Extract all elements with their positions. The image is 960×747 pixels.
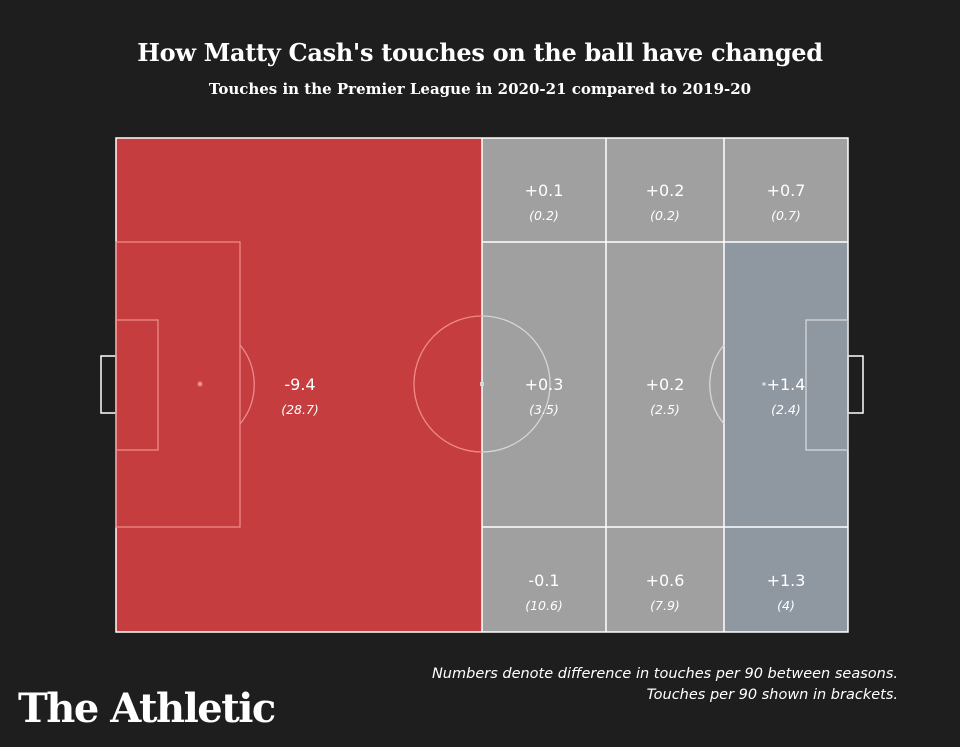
zone-touches-label: (10.6) [525, 598, 563, 613]
zone-touches-label: (3.5) [529, 402, 559, 417]
zone-bottom-middle [606, 527, 724, 632]
center-circle-left [413, 315, 483, 453]
zone-difference-label: +0.2 [646, 375, 685, 394]
right-half-markings [480, 315, 849, 453]
zone-touches-label: (28.7) [281, 402, 319, 417]
zone-difference-label: +1.4 [767, 375, 806, 394]
zone-own-half [116, 138, 482, 632]
footnote: Numbers denote difference in touches per… [432, 664, 898, 706]
left-penalty-arc [239, 344, 255, 425]
zone-touches-label: (7.9) [650, 598, 680, 613]
left-six-yard-box [115, 319, 159, 451]
center-spot [480, 382, 484, 386]
right-penalty-arc [709, 344, 725, 425]
zone-difference-label: -9.4 [284, 375, 315, 394]
zone-center-right [724, 242, 848, 527]
zones-layer [116, 138, 848, 632]
center-circle-right [481, 315, 551, 453]
zone-bottom-right [724, 527, 848, 632]
zone-top-left [482, 138, 606, 242]
zone-difference-label: +0.2 [646, 181, 685, 200]
left-goal [100, 355, 117, 414]
zone-bottom-left [482, 527, 606, 632]
zone-touches-label: (0.2) [650, 208, 680, 223]
zone-difference-label: +0.7 [767, 181, 806, 200]
the-athletic-logo: The Athletic [18, 685, 276, 732]
zone-difference-label: +1.3 [767, 571, 806, 590]
left-penalty-spot [197, 381, 203, 387]
left-half-markings [115, 241, 483, 528]
zone-difference-label: +0.6 [646, 571, 685, 590]
footnote-line-2: Touches per 90 shown in brackets. [646, 687, 898, 703]
zone-labels-layer: -9.4 (28.7) +0.1 (0.2) +0.2 (0.2) +0.7 (0.7) +0.… [281, 181, 805, 613]
footnote-line-1: Numbers denote difference in touches per… [431, 666, 898, 682]
chart-title: How Matty Cash's touches on the ball hav… [137, 38, 823, 67]
zone-difference-label: -0.1 [528, 571, 559, 590]
zone-center-middle [606, 242, 724, 527]
zone-touches-label: (0.2) [529, 208, 559, 223]
zone-touches-label: (4) [777, 598, 795, 613]
zone-top-middle [606, 138, 724, 242]
zone-difference-label: +0.3 [525, 375, 564, 394]
zone-difference-label: +0.1 [525, 181, 564, 200]
zone-touches-label: (2.5) [650, 402, 680, 417]
zone-center-left [482, 242, 606, 527]
zone-top-right [724, 138, 848, 242]
right-six-yard-box [805, 319, 849, 451]
chart-subtitle: Touches in the Premier League in 2020-21… [208, 80, 752, 98]
right-goal [847, 355, 864, 414]
zone-touches-label: (2.4) [771, 402, 801, 417]
right-penalty-spot [762, 382, 766, 386]
zone-touches-label: (0.7) [771, 208, 801, 223]
